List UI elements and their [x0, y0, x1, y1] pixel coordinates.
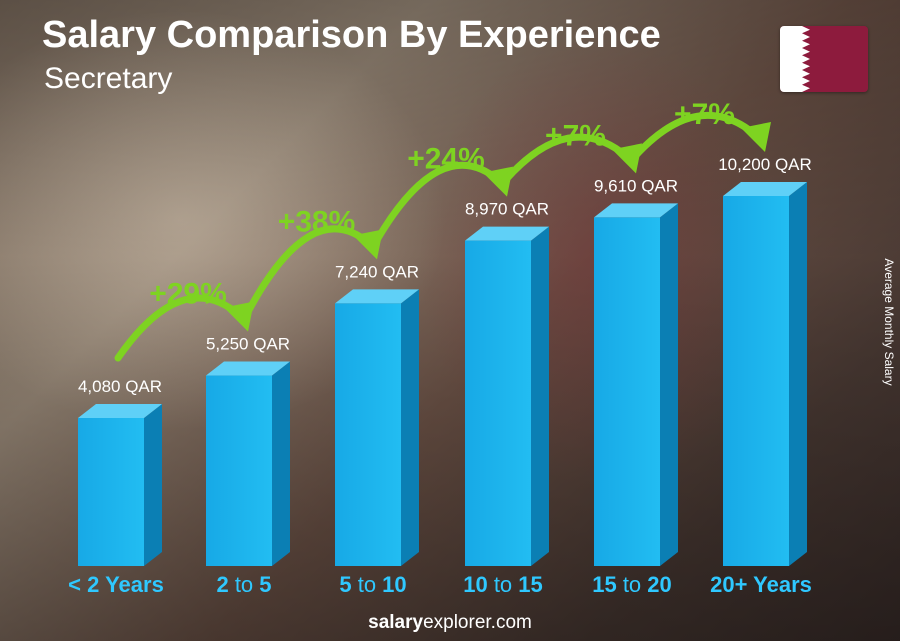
bar-top [206, 361, 290, 376]
bar-side [789, 182, 807, 566]
increase-arrow [114, 294, 244, 362]
bar [723, 196, 789, 566]
bar [465, 240, 531, 566]
value-label: 8,970 QAR [465, 200, 549, 219]
bar-side [401, 289, 419, 566]
value-label: 10,200 QAR [718, 155, 812, 174]
value-label: 5,250 QAR [206, 335, 290, 354]
category-label: < 2 Years [68, 572, 164, 597]
y-axis-label: Average Monthly Salary [882, 258, 896, 386]
increase-label: +29% [149, 278, 227, 311]
arrow-head [612, 143, 642, 174]
bar [206, 375, 272, 566]
value-label: 9,610 QAR [594, 176, 678, 195]
increase-arrow [242, 225, 373, 320]
bar-side [144, 404, 162, 566]
bar-top [78, 404, 162, 418]
bar-side [660, 203, 678, 566]
category-label: 5 to 10 [339, 572, 406, 597]
bar-top [465, 226, 549, 241]
increase-arrow [501, 133, 632, 185]
category-label: 15 to 20 [592, 572, 672, 597]
bar [78, 418, 144, 566]
brand-rest: explorer.com [423, 612, 532, 633]
brand-footer: salaryexplorer.com [0, 612, 900, 634]
arrow-head [741, 122, 771, 152]
increase-arrow [630, 111, 761, 161]
value-label: 4,080 QAR [78, 377, 162, 396]
bar [335, 303, 401, 566]
increase-arrow [371, 161, 503, 247]
category-label: 2 to 5 [216, 572, 271, 597]
increase-label: +7% [674, 98, 735, 131]
increase-label: +7% [545, 119, 606, 152]
bar [594, 217, 660, 566]
bar-top [594, 203, 678, 218]
qatar-flag-icon [780, 26, 868, 92]
arrow-head [483, 166, 513, 197]
increase-label: +38% [278, 205, 356, 238]
category-label: 10 to 15 [463, 572, 543, 597]
bar-top [335, 289, 419, 304]
brand-bold: salary [368, 612, 424, 633]
bar-side [272, 361, 290, 566]
chart-title: Salary Comparison By Experience [42, 14, 661, 56]
chart-subtitle: Secretary [44, 62, 173, 95]
bar-top [723, 182, 807, 196]
increase-label: +24% [407, 143, 485, 176]
bar-side [531, 226, 549, 566]
category-label: 20+ Years [710, 572, 812, 597]
value-label: 7,240 QAR [335, 262, 419, 281]
